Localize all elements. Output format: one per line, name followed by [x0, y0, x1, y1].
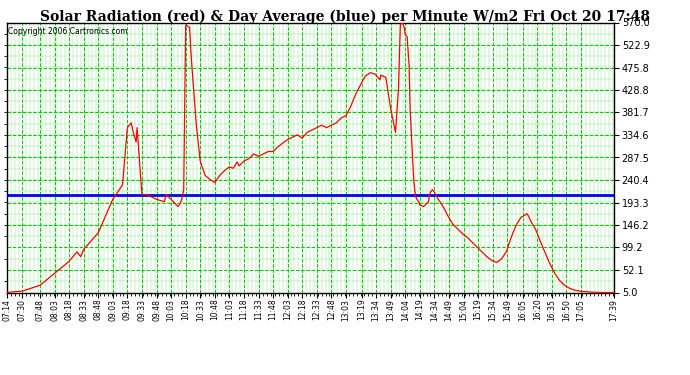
Text: Copyright 2006 Cartronics.com: Copyright 2006 Cartronics.com — [8, 27, 128, 36]
Text: Solar Radiation (red) & Day Average (blue) per Minute W/m2 Fri Oct 20 17:48: Solar Radiation (red) & Day Average (blu… — [40, 9, 650, 24]
